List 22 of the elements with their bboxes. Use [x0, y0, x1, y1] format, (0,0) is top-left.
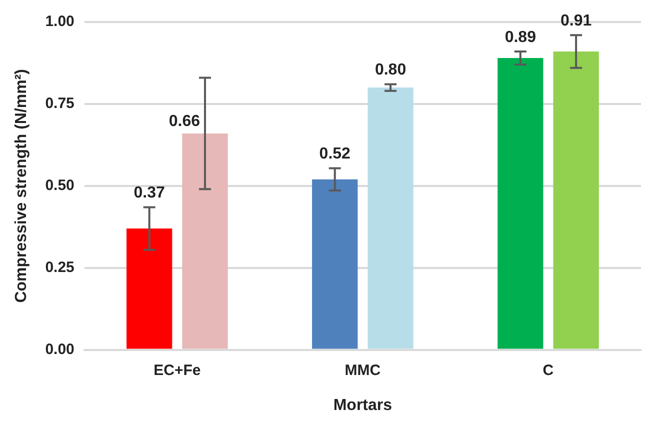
y-axis-title: Compressive strength (N/mm²) — [13, 68, 30, 303]
y-tick-label: 1.00 — [45, 13, 74, 30]
y-tick-label: 0.25 — [45, 258, 74, 276]
y-tick-label: 0.50 — [45, 177, 74, 194]
data-label: 0.89 — [504, 28, 536, 46]
bar — [368, 88, 414, 349]
x-tick-label: EC+Fe — [154, 362, 201, 379]
data-label: 0.66 — [168, 112, 200, 130]
y-tick-label: 0.75 — [45, 95, 74, 112]
bar — [182, 133, 228, 349]
x-axis-title: Mortars — [333, 396, 392, 414]
x-tick-label: C — [542, 362, 554, 379]
bar — [312, 179, 358, 349]
data-label: 0.37 — [134, 184, 166, 202]
bar — [498, 58, 544, 349]
data-label: 0.80 — [374, 62, 406, 79]
data-label: 0.52 — [319, 146, 351, 163]
bar — [126, 228, 172, 349]
y-tick-label: 0.00 — [45, 340, 74, 358]
x-tick-label: MMC — [344, 362, 381, 379]
data-label: 0.91 — [560, 12, 592, 30]
bar — [553, 52, 599, 349]
